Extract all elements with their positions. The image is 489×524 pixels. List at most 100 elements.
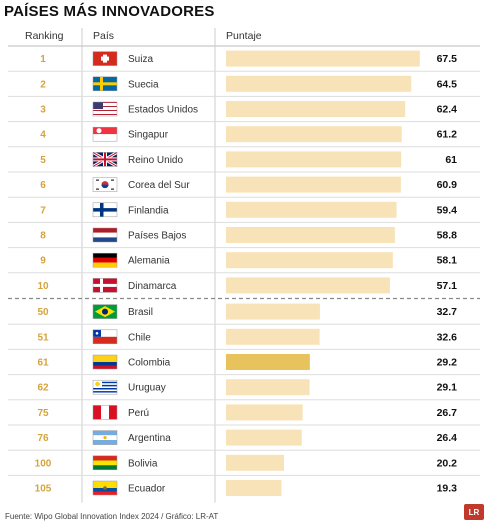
rank-label: 51: [37, 332, 49, 343]
bar: [226, 201, 397, 218]
country-label: Países Bajos: [128, 231, 186, 242]
uk-flag-icon: [92, 151, 118, 168]
country-label: Reino Unido: [128, 155, 183, 166]
rank-label: 3: [40, 105, 46, 116]
bar: [226, 126, 402, 143]
table-row: 8 Países Bajos 58.8: [8, 227, 480, 249]
rank-label: 6: [40, 180, 46, 191]
ecuador-flag-icon: [92, 480, 118, 496]
value-label: 62.4: [437, 104, 458, 116]
country-label: Alemania: [128, 256, 170, 267]
denmark-flag-icon: [92, 278, 118, 293]
brazil-flag-icon: [92, 304, 118, 319]
bar: [226, 151, 402, 168]
value-label: 59.4: [437, 204, 458, 216]
bar: [226, 454, 285, 471]
rank-label: 1: [40, 54, 46, 65]
table-row: 76 Argentina 26.4: [8, 429, 480, 451]
country-label: Argentina: [128, 433, 171, 444]
peru-flag-icon: [92, 405, 118, 420]
bar: [226, 429, 302, 446]
country-label: Colombia: [128, 358, 171, 369]
table-row: 50 Brasil 32.7: [8, 303, 480, 325]
bar: [226, 303, 320, 320]
header-country: País: [93, 30, 115, 42]
table-row: 10 Dinamarca 57.1: [37, 277, 458, 294]
value-label: 60.9: [437, 179, 458, 191]
country-label: Ecuador: [128, 484, 166, 495]
value-label: 26.7: [437, 407, 458, 419]
country-label: Corea del Sur: [128, 180, 190, 191]
finland-flag-icon: [92, 202, 118, 218]
bar: [226, 227, 395, 243]
switzerland-flag-icon: [92, 51, 118, 66]
south-korea-flag-icon: [92, 177, 118, 192]
chart-title: PAÍSES MÁS INNOVADORES: [4, 3, 215, 20]
rank-label: 61: [37, 358, 49, 369]
germany-flag-icon: [92, 252, 118, 268]
rank-label: 2: [40, 79, 46, 90]
rank-label: 50: [37, 307, 49, 318]
value-label: 57.1: [437, 280, 458, 292]
header-score: Puntaje: [226, 30, 262, 42]
bolivia-flag-icon: [92, 455, 118, 471]
bar: [226, 354, 310, 370]
country-label: Chile: [128, 332, 151, 343]
netherlands-flag-icon: [92, 227, 118, 243]
table-row: 61 Colombia 29.2: [8, 354, 480, 376]
value-label: 26.4: [437, 432, 458, 444]
value-label: 32.6: [437, 331, 458, 343]
bar: [226, 328, 320, 345]
table-row: 1 Suiza 67.5: [8, 50, 480, 72]
singapore-flag-icon: [92, 126, 118, 142]
table-row: 4 Singapur 61.2: [8, 126, 480, 148]
country-label: Singapur: [128, 130, 169, 141]
bar: [226, 75, 412, 92]
table-row: 51 Chile 32.6: [8, 328, 480, 350]
rank-label: 76: [37, 433, 49, 444]
table-row: 7 Finlandia 59.4: [8, 201, 480, 223]
rank-label: 8: [40, 231, 46, 242]
table-row: 75 Perú 26.7: [8, 404, 480, 426]
country-label: Brasil: [128, 307, 153, 318]
table-row: 100 Bolivia 20.2: [8, 454, 480, 476]
value-label: 67.5: [437, 53, 458, 65]
bar: [226, 480, 282, 496]
source-note: Fuente: Wipo Global Innovation Index 202…: [5, 512, 219, 521]
value-label: 20.2: [437, 457, 458, 469]
bar: [226, 101, 406, 117]
table-row: 3 Estados Unidos 62.4: [8, 101, 480, 123]
usa-flag-icon: [92, 101, 118, 117]
rank-label: 4: [40, 130, 46, 141]
sweden-flag-icon: [92, 76, 118, 92]
uruguay-flag-icon: [92, 379, 118, 395]
bar: [226, 252, 393, 269]
value-label: 32.7: [437, 306, 458, 318]
header-ranking: Ranking: [25, 30, 64, 42]
rank-label: 100: [35, 458, 52, 469]
value-label: 29.2: [437, 357, 458, 369]
value-label: 19.3: [437, 483, 458, 495]
rank-label: 105: [35, 484, 52, 495]
table-row: 62 Uruguay 29.1: [8, 379, 480, 401]
table-row: 6 Corea del Sur 60.9: [8, 176, 480, 198]
table-row: 105 Ecuador 19.3: [35, 480, 458, 496]
table-row: 5 Reino Unido 61: [8, 151, 480, 173]
country-label: Suecia: [128, 79, 159, 90]
value-label: 61.2: [437, 129, 458, 141]
country-label: Perú: [128, 408, 149, 419]
colombia-flag-icon: [92, 354, 118, 370]
country-label: Uruguay: [128, 383, 166, 394]
rank-label: 5: [40, 155, 46, 166]
value-label: 64.5: [437, 78, 458, 90]
rank-label: 75: [37, 408, 49, 419]
country-label: Finlandia: [128, 205, 169, 216]
value-label: 58.8: [437, 230, 458, 242]
argentina-flag-icon: [92, 430, 118, 445]
bar: [226, 50, 420, 67]
rank-label: 9: [40, 256, 46, 267]
table-row: 2 Suecia 64.5: [8, 75, 480, 97]
rank-label: 10: [37, 281, 49, 292]
country-label: Bolivia: [128, 458, 158, 469]
